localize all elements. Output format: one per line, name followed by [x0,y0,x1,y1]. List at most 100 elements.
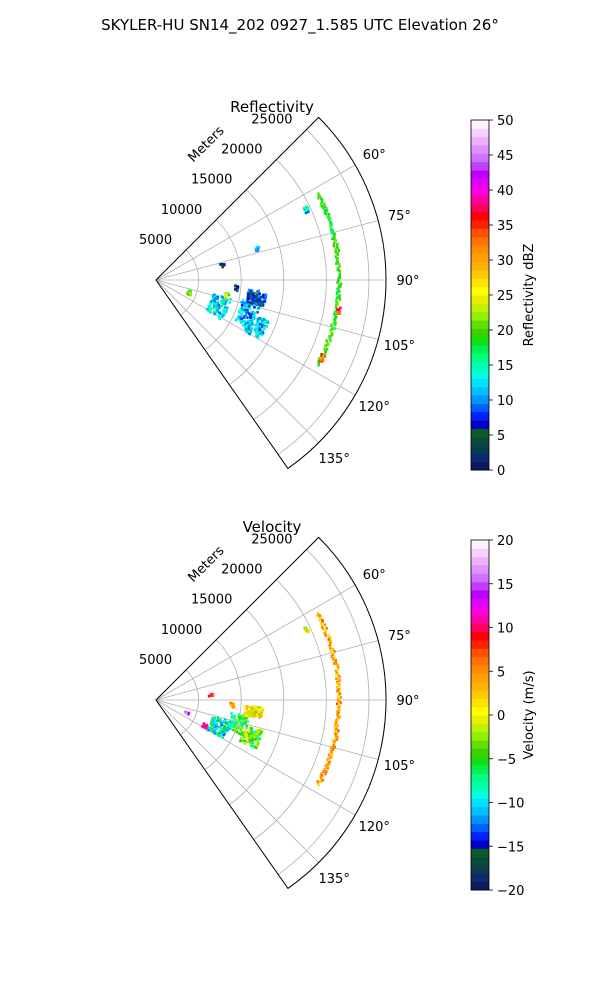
echo-gate [245,707,249,710]
echo-gate [241,716,244,719]
echo-gate [242,719,245,723]
echo-gate [241,323,245,327]
echo-gate [324,764,327,768]
echo-gate [332,662,336,665]
colorbar-segment [471,781,489,791]
echo-gate [321,198,324,202]
echo-gate [221,265,224,269]
echo-gate [210,720,213,724]
echo-gate [336,735,339,739]
colorbar-segment [471,186,489,196]
colorbar-segment [471,673,489,683]
echo-gate [320,772,323,776]
echo-gate [253,737,256,741]
colorbar-segment [471,345,489,354]
colorbar-segment [471,640,489,649]
echo-gate [225,299,229,302]
range-gridline [229,189,285,385]
echo-cluster [239,726,264,750]
echo-gate [217,734,221,737]
echo-gate [331,653,335,656]
colorbar-segment [471,361,489,371]
echo-gate [318,614,322,618]
azimuth-tick-label: 90° [396,694,419,709]
echo-gate [219,721,222,724]
echo-spot [201,722,209,730]
echo-gate [244,306,248,310]
echo-gate [204,724,208,727]
echo-gate [240,732,243,736]
echo-gate [266,321,270,324]
colorbar-label: Reflectivity dBZ [522,244,537,347]
echo-gate [250,289,254,292]
echo-gate [338,715,342,719]
echo-gate [242,713,245,717]
azimuth-tick-label: 90° [396,274,419,289]
echo-gate [261,323,265,327]
echo-gate [237,309,241,313]
echo-gate [248,738,252,742]
echo-gate [331,738,334,742]
echo-gate [316,612,320,616]
echo-gate [246,310,249,314]
echo-gate [208,303,212,307]
echo-gate [329,339,332,343]
echo-gate [256,709,260,713]
echo-gate [247,705,251,709]
echo-gate [324,772,327,776]
echo-gate [335,685,339,689]
echo-gate [221,736,225,739]
echo-gate [225,310,228,313]
echo-cluster [244,314,270,339]
echo-gate [207,309,210,312]
echo-gate [236,285,240,288]
echo-gate [334,727,338,731]
echo-gate [208,308,212,312]
echo-gate [260,333,264,337]
echo-gate [336,302,340,306]
echo-gate [213,310,216,313]
echo-gate [337,708,341,712]
echo-gate [218,311,221,315]
echo-gate [319,774,322,778]
echo-gate [316,614,319,617]
echo-gate [213,304,216,308]
azimuth-gridline [155,164,356,281]
echo-gate [262,293,265,297]
colorbar-tick-label: −5 [497,753,516,768]
echo-gate [329,649,332,653]
echo-gate [214,303,217,306]
echo-gate [252,294,255,297]
echo-gate [325,770,328,774]
echo-gate [329,748,333,752]
echo-gate [328,337,331,341]
echo-gate [321,620,324,623]
echo-gate [318,618,321,622]
echo-arc-hot-spot [336,306,342,316]
echo-gate [333,650,336,653]
echo-spot [186,289,193,297]
range-gridline [253,159,327,420]
colorbar-tick-label: 15 [497,578,514,593]
echo-gate [240,304,244,307]
colorbar-tick-label: 40 [497,184,514,199]
echo-gate [261,331,265,335]
echo-gate [238,717,242,721]
echo-gate [250,744,254,748]
echo-gate [221,309,225,313]
echo-gate [330,751,333,755]
echo-gate [260,299,264,303]
echo-gate [337,684,341,688]
echo-gate [255,300,259,303]
echo-gate [209,728,213,732]
echo-gate [333,327,336,330]
echo-gate [211,721,215,724]
echo-gate [334,732,337,736]
echo-gate [259,731,263,734]
echo-gate [261,301,265,304]
echo-gate [228,301,232,304]
colorbar: 0 5 10 15 20 25 30 35 40 45 50 Reflectivity dBZ [470,114,537,479]
echo-gate [329,647,332,651]
echo-gate [215,305,219,308]
